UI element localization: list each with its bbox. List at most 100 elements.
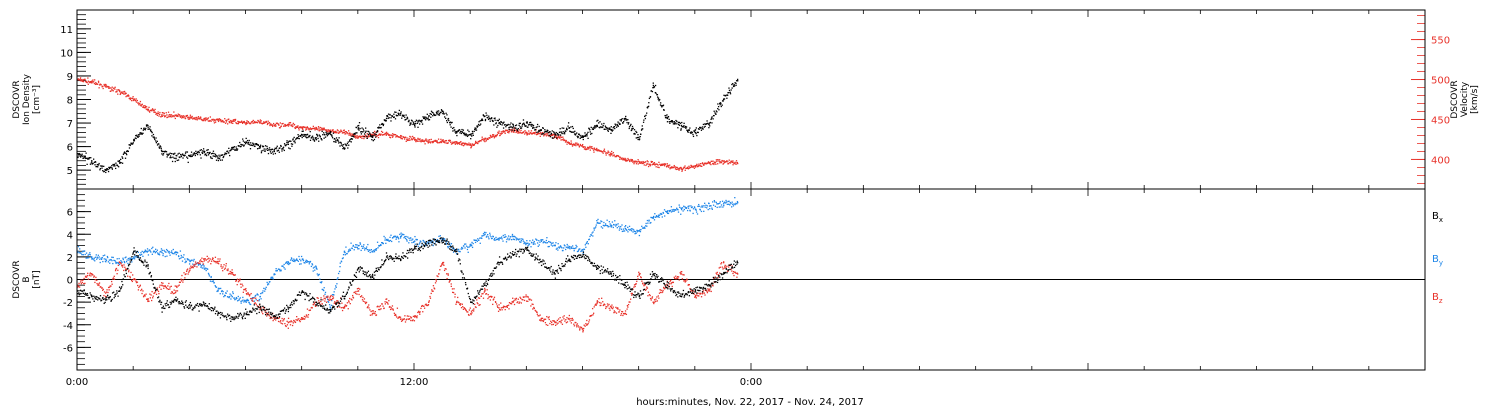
density-series-point [112, 163, 114, 166]
density-series-point [251, 144, 253, 146]
velocity-series-point [625, 160, 627, 162]
by-series-point [648, 220, 650, 222]
density-series-point [471, 135, 473, 137]
density-series-point [282, 148, 284, 150]
bz-series-point [540, 317, 543, 320]
bz-series-point [383, 307, 385, 309]
bz-series-point [416, 316, 418, 319]
velocity-series-point [636, 161, 638, 163]
by-series-point [293, 259, 296, 261]
by-series-point [111, 259, 113, 262]
by-series-point [343, 250, 346, 253]
bz-series-point [84, 275, 87, 277]
bz-series-point [398, 316, 401, 319]
bz-series-point [464, 308, 466, 310]
by-series-point [629, 229, 632, 231]
by-series-point [372, 251, 374, 253]
bz-series-point [506, 305, 508, 307]
bz-series-point [513, 303, 516, 306]
bz-series-point [347, 308, 349, 310]
by-series-point [484, 233, 486, 236]
by-series-point [469, 243, 471, 246]
velocity-series-point [216, 118, 218, 120]
by-series-point [320, 282, 322, 284]
by-series-point [112, 262, 114, 265]
by-series-point [687, 205, 689, 208]
density-series-point [82, 155, 84, 157]
density-series-point [404, 118, 407, 121]
density-series-point [694, 129, 697, 131]
density-series-point [610, 132, 612, 134]
bz-series-point [414, 316, 416, 318]
by-series-point [311, 263, 313, 265]
velocity-series-point [111, 86, 113, 88]
density-series-point [418, 119, 420, 121]
velocity-series-point [640, 161, 642, 163]
density-series-point [80, 156, 82, 158]
velocity-series-point [504, 131, 506, 133]
density-series-point [694, 131, 697, 134]
velocity-series-point [334, 132, 336, 134]
density-series-point [217, 159, 220, 162]
density-series-point [273, 148, 275, 151]
bz-series-point [199, 259, 202, 261]
density-series-point [293, 140, 295, 143]
velocity-series-point [89, 81, 91, 83]
density-series-point [295, 137, 298, 140]
velocity-series-point [160, 116, 162, 118]
density-series-point [680, 128, 682, 130]
bz-series-point [154, 291, 157, 293]
bz-series-point [487, 294, 489, 296]
by-series-point [85, 252, 88, 254]
velocity-series-point [457, 142, 459, 144]
by-series-point [621, 224, 623, 226]
density-series-point [536, 123, 539, 126]
density-series-point [169, 152, 171, 154]
velocity-series-point [475, 141, 477, 144]
bz-series-point [588, 321, 590, 323]
by-series-point [362, 245, 364, 248]
density-series-point [350, 141, 352, 143]
by-series-point [453, 248, 456, 250]
density-series-point [474, 127, 476, 129]
density-series-point [502, 127, 505, 129]
velocity-series-point [234, 118, 237, 121]
by-series-point [324, 293, 326, 295]
bz-series-point [400, 318, 402, 320]
velocity-series-point [290, 125, 292, 127]
density-series-point [442, 111, 445, 113]
velocity-series-point [652, 163, 654, 165]
by-series-point [359, 243, 362, 245]
by-series-point [85, 257, 87, 259]
bz-series-point [608, 303, 610, 306]
density-series-point [292, 138, 294, 140]
velocity-series-point [626, 159, 629, 162]
density-series-point [206, 151, 209, 154]
density-series-point [645, 114, 647, 116]
density-series-point [512, 125, 515, 127]
velocity-series-point [517, 131, 520, 133]
density-series-point [230, 149, 232, 151]
velocity-series-point [454, 143, 457, 145]
by-series-point [407, 236, 409, 238]
by-series-point [143, 252, 145, 254]
density-series-point [451, 121, 453, 124]
bz-series-point [192, 267, 194, 269]
density-series-point [174, 160, 176, 163]
by-series-point [526, 242, 528, 245]
density-series-point [340, 142, 342, 144]
bz-series-point [288, 321, 290, 323]
velocity-series-point [715, 163, 717, 165]
density-series-point [131, 143, 134, 145]
by-series-point [404, 236, 406, 238]
density-series-point [171, 152, 173, 155]
bz-series-point [189, 267, 191, 269]
density-series-point [484, 118, 487, 121]
density-series-point [173, 157, 175, 159]
by-series-point [170, 251, 172, 254]
bz-series-point [96, 282, 98, 285]
velocity-series-point [708, 161, 710, 163]
velocity-series-point [730, 161, 733, 163]
by-series-point [593, 227, 595, 229]
density-series-point [151, 131, 153, 134]
